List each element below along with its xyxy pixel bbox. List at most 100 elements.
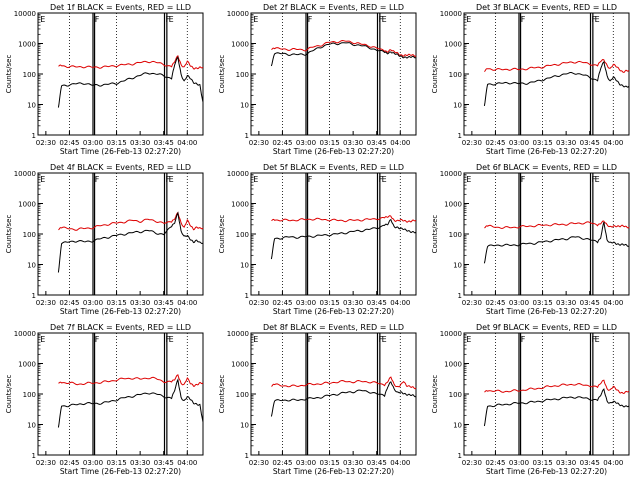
flag-label: E: [595, 15, 600, 24]
y-axis-label: Counts/sec: [431, 375, 439, 414]
y-tick-label: 1: [32, 132, 36, 140]
flag-label: F: [521, 175, 526, 184]
flag-label: E: [466, 15, 471, 24]
y-tick-label: 10: [27, 422, 36, 430]
y-tick-label: 10: [27, 262, 36, 270]
panel-title: Det 6f BLACK = Events, RED = LLD: [476, 163, 617, 172]
flag-label: F: [166, 175, 171, 184]
y-axis-label: Counts/sec: [431, 215, 439, 254]
y-tick-label: 1000: [231, 41, 249, 49]
x-axis-label: Start Time (26-Feb-13 02:27:20): [273, 467, 394, 476]
flag-label: E: [40, 175, 45, 184]
plot-frame: [37, 332, 204, 456]
lld-series-line: [484, 379, 630, 395]
y-tick-label: 100: [236, 71, 249, 79]
x-tick-label: 02:45: [272, 459, 292, 467]
x-tick-label: 02:45: [272, 139, 292, 147]
flag-label: E: [595, 335, 600, 344]
x-tick-label: 04:00: [603, 459, 623, 467]
x-tick-label: 03:30: [343, 459, 363, 467]
flag-label: F: [308, 335, 313, 344]
lld-series-line: [271, 39, 417, 57]
x-tick-label: 04:00: [603, 139, 623, 147]
flag-label: F: [379, 335, 384, 344]
x-tick-label: 03:45: [154, 299, 174, 307]
x-tick-label: 03:30: [556, 459, 576, 467]
x-tick-label: 02:30: [249, 459, 269, 467]
x-tick-label: 03:15: [319, 299, 339, 307]
y-tick-label: 1: [32, 452, 36, 460]
x-tick-label: 03:30: [343, 139, 363, 147]
x-tick-label: 03:15: [319, 459, 339, 467]
x-tick-label: 02:45: [272, 299, 292, 307]
x-tick-label: 02:30: [249, 299, 269, 307]
x-tick-label: 03:45: [367, 299, 387, 307]
plot-frame: [463, 332, 630, 456]
y-tick-label: 1: [458, 452, 462, 460]
x-tick-label: 03:15: [532, 299, 552, 307]
x-tick-label: 02:45: [485, 459, 505, 467]
events-series-line: [483, 221, 630, 264]
lld-series-line: [271, 215, 417, 223]
flag-label: F: [308, 15, 313, 24]
y-tick-label: 100: [23, 71, 36, 79]
x-tick-label: 03:00: [83, 139, 103, 147]
y-tick-label: 1000: [18, 201, 36, 209]
y-axis-label: Counts/sec: [5, 55, 13, 94]
x-tick-label: 03:45: [154, 459, 174, 467]
y-tick-label: 10: [240, 102, 249, 110]
x-tick-label: 03:00: [83, 459, 103, 467]
x-tick-label: 03:00: [509, 139, 529, 147]
plot-frame: [463, 12, 630, 136]
x-tick-label: 03:15: [532, 139, 552, 147]
y-tick-label: 1: [458, 132, 462, 140]
flag-label: E: [169, 335, 174, 344]
y-axis-label: Counts/sec: [431, 55, 439, 94]
panel-title: Det 8f BLACK = Events, RED = LLD: [263, 323, 404, 332]
y-tick-label: 1000: [444, 41, 462, 49]
x-tick-label: 03:15: [106, 139, 126, 147]
x-tick-label: 03:00: [83, 299, 103, 307]
y-tick-label: 1: [458, 292, 462, 300]
flag-label: E: [40, 15, 45, 24]
y-tick-label: 100: [236, 231, 249, 239]
x-tick-label: 03:00: [296, 459, 316, 467]
y-tick-label: 10: [27, 102, 36, 110]
events-series-line: [270, 42, 417, 67]
y-tick-label: 100: [449, 231, 462, 239]
y-tick-label: 100: [23, 231, 36, 239]
x-tick-label: 02:30: [36, 299, 56, 307]
panel-title: Det 2f BLACK = Events, RED = LLD: [263, 3, 404, 12]
x-tick-label: 03:30: [130, 459, 150, 467]
panel-title: Det 5f BLACK = Events, RED = LLD: [263, 163, 404, 172]
y-tick-label: 10: [453, 422, 462, 430]
y-tick-label: 1000: [18, 41, 36, 49]
y-tick-label: 1000: [444, 201, 462, 209]
y-axis-label: Counts/sec: [218, 215, 226, 254]
lld-series-line: [58, 374, 204, 387]
x-tick-label: 04:00: [177, 299, 197, 307]
panel-title: Det 4f BLACK = Events, RED = LLD: [50, 163, 191, 172]
flag-label: F: [379, 175, 384, 184]
flag-label: F: [95, 15, 100, 24]
x-tick-label: 02:45: [59, 139, 79, 147]
y-tick-label: 1: [245, 292, 249, 300]
x-tick-label: 03:45: [580, 139, 600, 147]
flag-label: E: [169, 15, 174, 24]
panel-title: Det 7f BLACK = Events, RED = LLD: [50, 323, 191, 332]
flag-label: E: [382, 335, 387, 344]
plot-frame: [250, 12, 417, 136]
events-series-line: [57, 56, 204, 108]
x-tick-label: 03:45: [580, 459, 600, 467]
flag-label: F: [592, 335, 597, 344]
x-tick-label: 03:30: [130, 139, 150, 147]
flag-label: E: [40, 335, 45, 344]
x-tick-label: 02:45: [59, 459, 79, 467]
x-tick-label: 04:00: [177, 139, 197, 147]
flag-label: E: [382, 175, 387, 184]
